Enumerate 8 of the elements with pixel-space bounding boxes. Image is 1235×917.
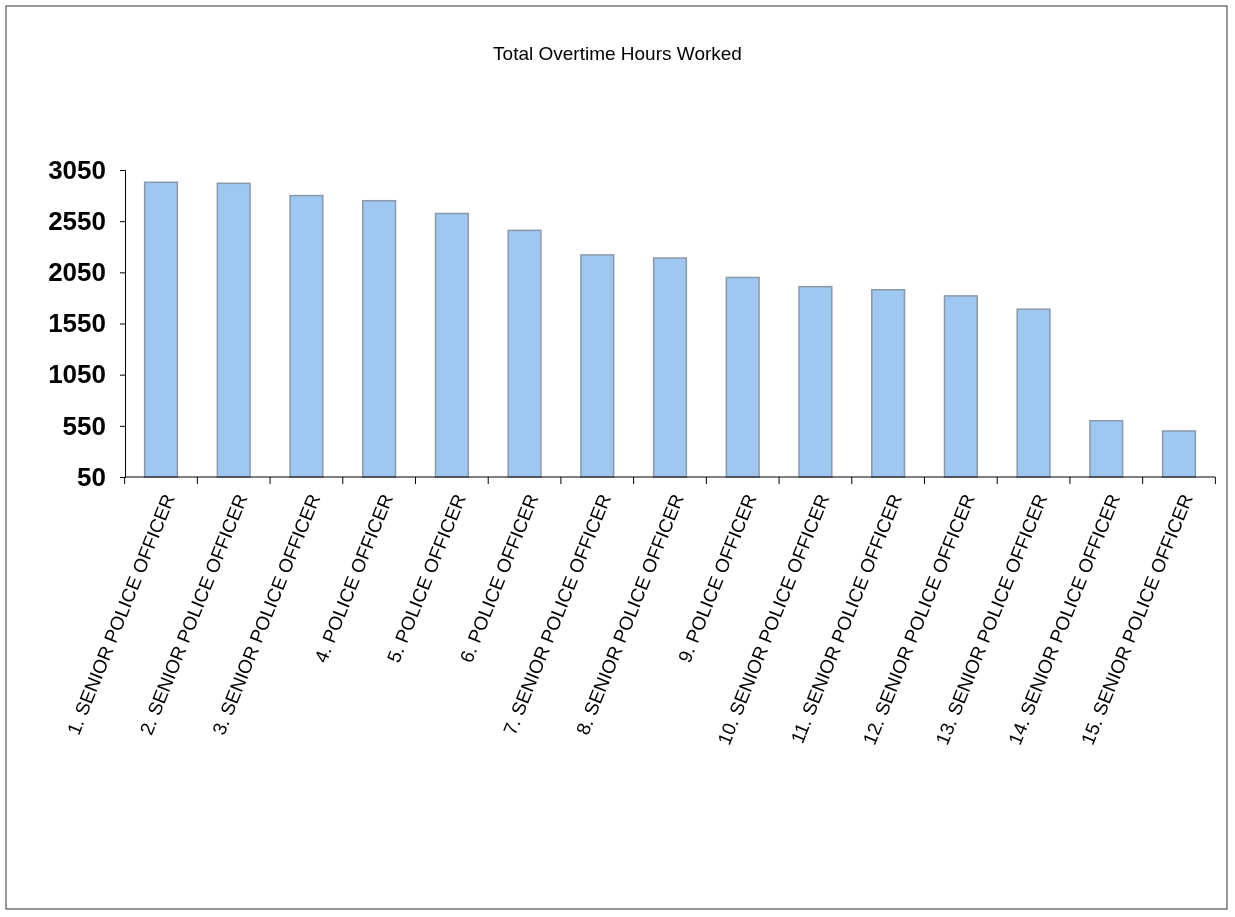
chart-title: Total Overtime Hours Worked: [493, 43, 742, 64]
y-tick-label: 2550: [48, 205, 106, 236]
y-tick-label: 50: [77, 461, 106, 492]
y-tick-label: 1550: [48, 308, 106, 339]
y-tick-label: 1050: [48, 359, 106, 390]
y-tick-label: 550: [62, 410, 106, 441]
y-tick-label: 3050: [48, 154, 106, 185]
y-tick-label: 2050: [48, 257, 106, 288]
